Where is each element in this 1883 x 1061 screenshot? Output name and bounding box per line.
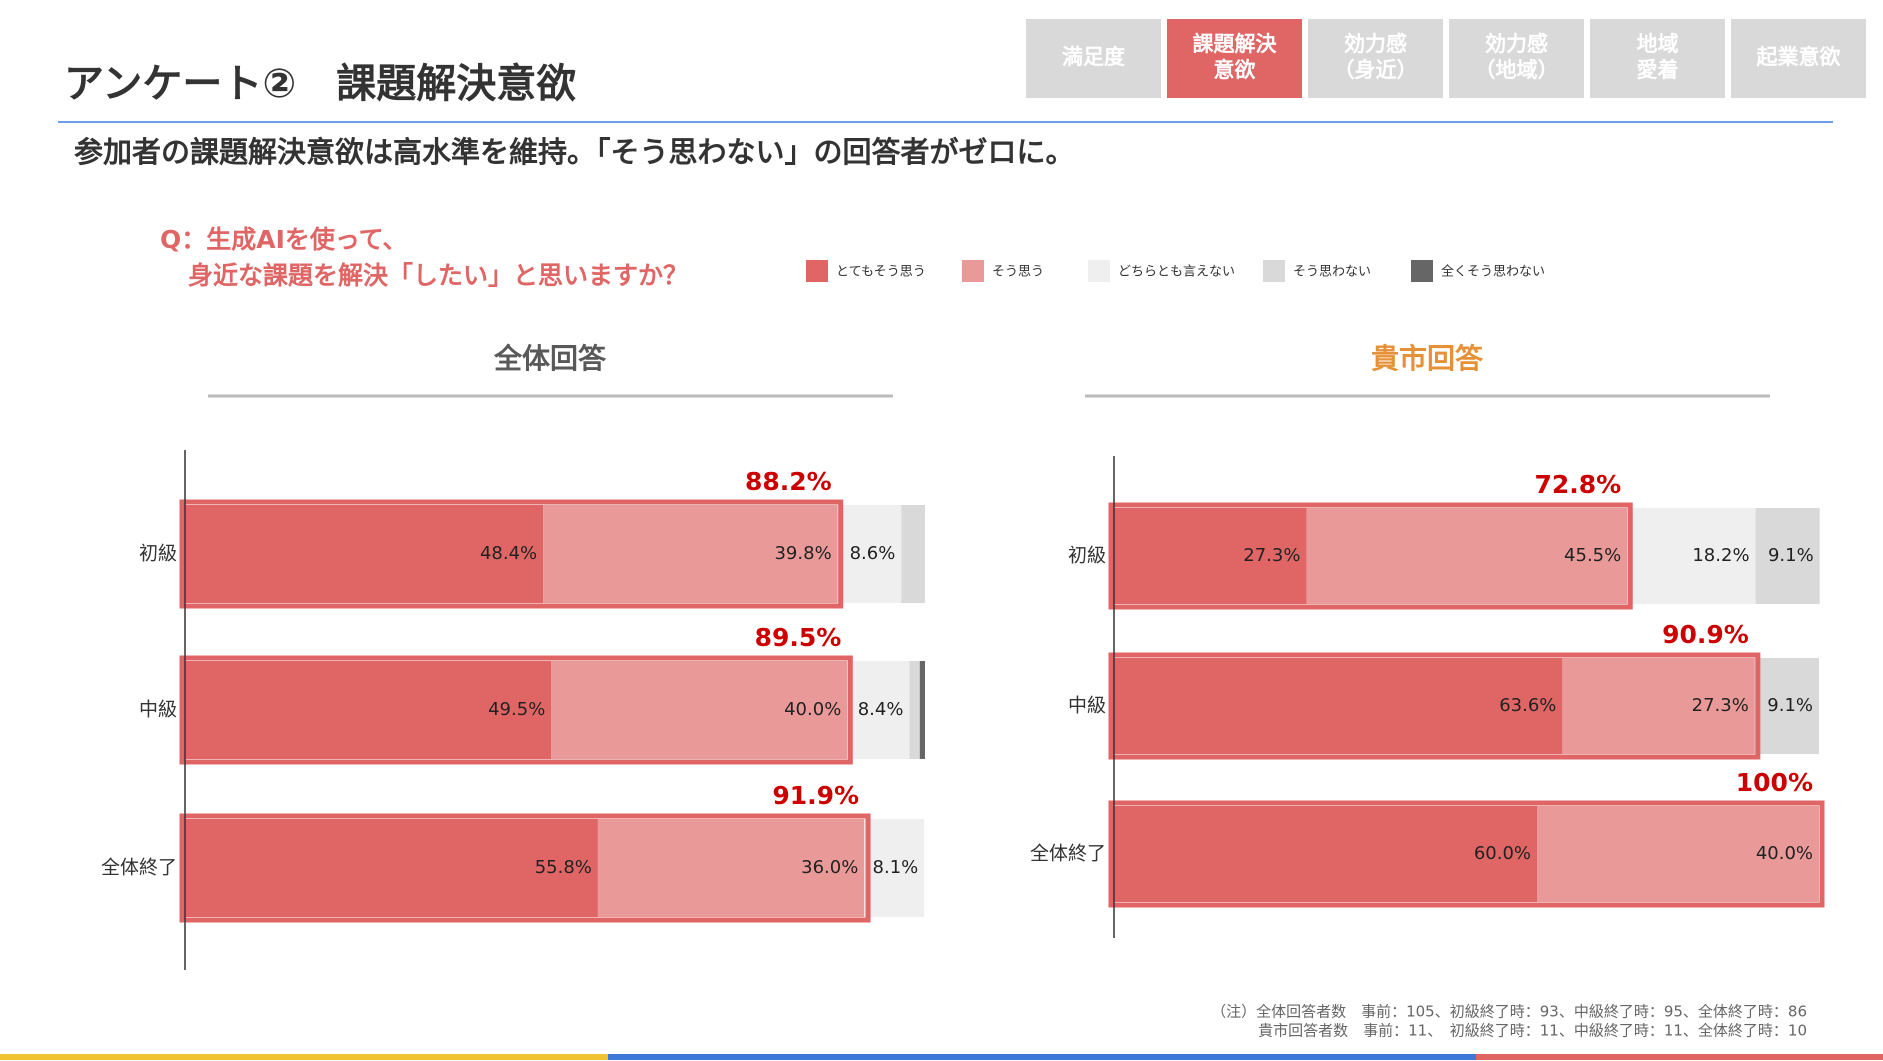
- total-label: 100%: [1736, 768, 1813, 797]
- category-label: 初級: [139, 543, 177, 565]
- legend-swatch: [806, 260, 828, 282]
- question: 身近な課題を解決「したい」と思いますか？: [188, 261, 688, 290]
- total-label: 91.9%: [772, 781, 859, 810]
- tab-label: 愛着: [1637, 58, 1679, 82]
- value-label: 27.3%: [1692, 695, 1749, 716]
- chart-title: 貴市回答: [1371, 342, 1484, 375]
- legend-label: 全くそう思わない: [1441, 264, 1545, 280]
- total-outline: [179, 499, 844, 609]
- tab[interactable]: [1308, 19, 1443, 98]
- value-label: 45.5%: [1564, 545, 1621, 566]
- legend-swatch: [962, 260, 984, 282]
- value-label: 40.0%: [784, 699, 841, 720]
- total-label: 88.2%: [745, 467, 832, 496]
- slide-title: アンケート② 課題解決意欲: [64, 61, 576, 107]
- footer-stripe: [0, 1054, 608, 1060]
- footer-stripe: [608, 1054, 1476, 1060]
- bar-segment: [901, 505, 925, 603]
- bar-segment: [1754, 658, 1819, 754]
- legend-label: そう思う: [992, 265, 1044, 280]
- value-label: 40.0%: [1756, 843, 1813, 864]
- footnote: 貴市回答者数 事前：11、 初級終了時：11、中級終了時：11、全体終了時：10: [1258, 1022, 1807, 1040]
- value-label: 36.0%: [801, 857, 858, 878]
- bar-segment: [1114, 658, 1563, 754]
- value-label: 8.1%: [873, 857, 919, 878]
- chart-title: 全体回答: [493, 342, 607, 375]
- bar-segment: [909, 661, 920, 759]
- tab-label: 課題解決: [1193, 32, 1278, 56]
- bar-segment: [1114, 508, 1307, 604]
- tab-label: （身近）: [1334, 58, 1418, 82]
- total-outline: [1108, 800, 1825, 908]
- tab[interactable]: [1026, 19, 1161, 98]
- bar-segment: [551, 661, 848, 759]
- value-label: 9.1%: [1767, 695, 1813, 716]
- tab[interactable]: [1590, 19, 1725, 98]
- bar-segment: [1627, 508, 1756, 604]
- tab-label: （地域）: [1475, 58, 1559, 82]
- legend-label: どちらとも言えない: [1118, 265, 1235, 280]
- value-label: 49.5%: [488, 699, 545, 720]
- bar-segment: [919, 661, 925, 759]
- tab-label: 効力感: [1344, 32, 1407, 56]
- value-label: 39.8%: [774, 543, 831, 564]
- bar-segment: [543, 505, 838, 603]
- category-label: 中級: [1068, 695, 1106, 717]
- value-label: 8.6%: [850, 543, 896, 564]
- total-label: 89.5%: [755, 623, 842, 652]
- total-outline: [179, 813, 871, 923]
- bar-segment: [185, 505, 544, 603]
- bar-segment: [847, 661, 910, 759]
- bar-segment: [1755, 508, 1820, 604]
- question: Q：生成AIを使って、: [160, 225, 407, 254]
- category-label: 中級: [139, 699, 177, 721]
- footer-stripe: [1476, 1054, 1883, 1060]
- category-label: 初級: [1068, 545, 1106, 567]
- value-label: 27.3%: [1243, 545, 1300, 566]
- total-outline: [179, 655, 853, 765]
- tab-label: 地域: [1637, 32, 1679, 56]
- value-label: 63.6%: [1499, 695, 1556, 716]
- tab[interactable]: [1731, 19, 1866, 98]
- value-label: 55.8%: [535, 857, 592, 878]
- subtitle: 参加者の課題解決意欲は高水準を維持。「そう思わない」の回答者がゼロに。: [74, 135, 1075, 169]
- bar-segment: [185, 819, 598, 917]
- legend-swatch: [1411, 260, 1433, 282]
- legend-swatch: [1088, 260, 1110, 282]
- legend-label: そう思わない: [1293, 265, 1371, 280]
- bar-segment: [864, 819, 925, 917]
- total-label: 90.9%: [1662, 620, 1749, 649]
- total-outline: [1108, 652, 1761, 760]
- tab-label: 効力感: [1485, 32, 1548, 56]
- legend-swatch: [1263, 260, 1285, 282]
- legend-label: とてもそう思う: [836, 265, 926, 280]
- footnote: （注）全体回答者数 事前：105、初級終了時：93、中級終了時：95、全体終了時…: [1211, 1003, 1807, 1021]
- value-label: 18.2%: [1692, 545, 1749, 566]
- total-outline: [1108, 502, 1633, 610]
- bar-segment: [837, 505, 902, 603]
- category-label: 全体終了: [1030, 843, 1106, 865]
- bar-segment: [185, 661, 552, 759]
- tab[interactable]: [1449, 19, 1584, 98]
- tab-label: 満足度: [1062, 45, 1125, 69]
- bar-segment: [1537, 806, 1819, 902]
- bar-segment: [1562, 658, 1755, 754]
- total-label: 72.8%: [1535, 470, 1622, 499]
- bar-segment: [1114, 806, 1537, 902]
- value-label: 60.0%: [1474, 843, 1531, 864]
- value-label: 48.4%: [480, 543, 537, 564]
- tab-label: 起業意欲: [1756, 45, 1841, 69]
- tab-label: 意欲: [1214, 58, 1256, 82]
- bar-segment: [597, 819, 865, 917]
- value-label: 9.1%: [1768, 545, 1814, 566]
- category-label: 全体終了: [101, 857, 177, 879]
- bar-segment: [1306, 508, 1628, 604]
- value-label: 8.4%: [858, 699, 904, 720]
- tab[interactable]: [1167, 19, 1302, 98]
